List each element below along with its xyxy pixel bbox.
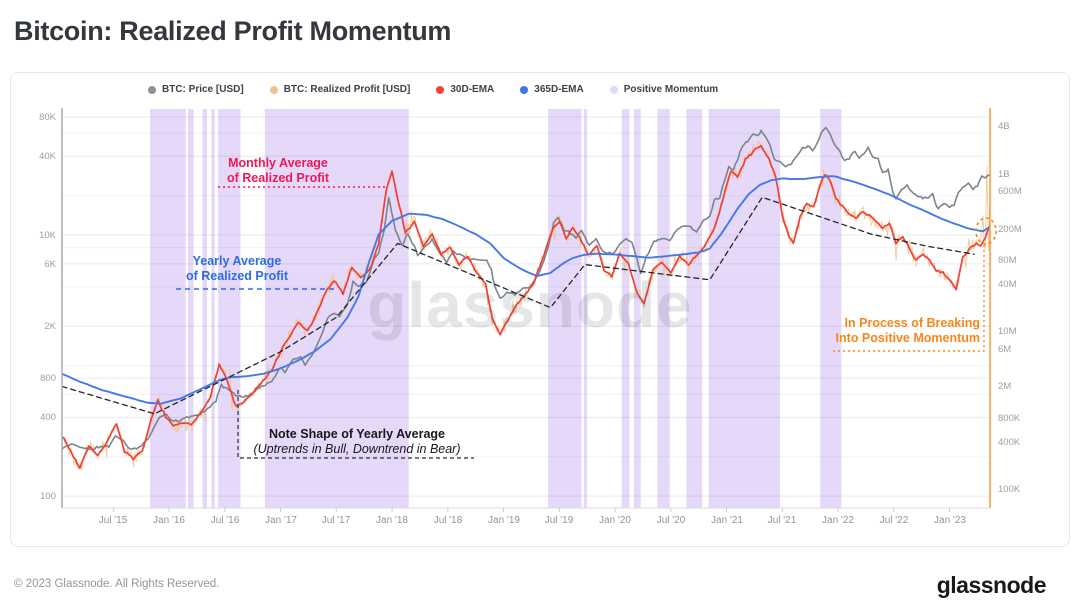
legend-item-365d-ema[interactable]: 365D-EMA	[520, 84, 584, 95]
y-axis-right-tick-label: 600M	[998, 186, 1022, 197]
breaking-callout-box	[833, 245, 985, 352]
positive-momentum-band	[264, 109, 409, 508]
positive-momentum-band	[657, 109, 670, 508]
annotation-text: Monthly Average	[228, 156, 328, 170]
annotation-text: Note Shape of Yearly Average	[268, 427, 445, 441]
positive-momentum-band	[211, 109, 215, 508]
y-axis-right-tick-label: 800K	[998, 413, 1021, 424]
legend-label: Positive Momentum	[623, 84, 719, 95]
series-group	[62, 126, 990, 471]
annotation-yearly-average: Yearly Average of Realized Profit	[137, 254, 337, 284]
legend-swatch-icon	[269, 85, 278, 94]
series-ema365	[62, 175, 990, 405]
positive-momentum-band	[218, 109, 241, 508]
x-axis-tick-label: Jan '17	[265, 515, 297, 526]
x-axis-tick-label: Jan '20	[599, 515, 631, 526]
glassnode-watermark: glassnode	[367, 269, 693, 341]
legend-label: 365D-EMA	[534, 84, 584, 95]
legend-item-positive-momentum[interactable]: Positive Momentum	[609, 84, 719, 95]
positive-momentum-band	[150, 109, 186, 508]
annotation-text: Yearly Average	[192, 254, 282, 268]
positive-momentum-band	[634, 109, 641, 508]
x-axis-tick-label: Jul '15	[98, 515, 128, 526]
y-axis-right-tick-label: 40M	[998, 279, 1017, 290]
positive-momentum-band	[686, 109, 702, 508]
y-axis-right-tick-label: 10M	[998, 326, 1017, 337]
x-axis-tick-label: Jan '23	[934, 515, 966, 526]
x-axis-tick-label: Jan '21	[711, 515, 743, 526]
chart-card	[10, 72, 1070, 547]
positive-momentum-band	[202, 109, 207, 508]
x-axis-tick-label: Jan '19	[488, 515, 520, 526]
legend-item-30d-ema[interactable]: 30D-EMA	[436, 84, 494, 95]
positive-momentum-band	[820, 109, 842, 508]
legend-item-btc-realized-profit-usd[interactable]: BTC: Realized Profit [USD]	[269, 84, 411, 95]
y-axis-right-tick-label: 4B	[998, 121, 1010, 132]
positive-momentum-band	[708, 109, 781, 508]
x-axis-tick-label: Jul '20	[656, 515, 686, 526]
y-axis-left-tick-label: 6K	[44, 259, 56, 270]
y-axis-left-tick-label: 800	[40, 373, 56, 384]
note-shape-callout-box	[237, 390, 474, 459]
x-axis-tick-label: Jan '22	[822, 515, 854, 526]
x-axis-tick-label: Jul '21	[767, 515, 797, 526]
x-axis-tick-label: Jul '22	[879, 515, 909, 526]
positive-momentum-band	[583, 109, 588, 508]
legend-swatch-icon	[436, 85, 445, 94]
series-yearly_shape	[62, 196, 975, 415]
annotation-breaking-momentum: In Process of Breaking Into Positive Mom…	[760, 316, 980, 346]
y-axis-left-tick-label: 80K	[39, 112, 56, 123]
annotation-text: of Realized Profit	[185, 269, 289, 283]
legend-label: BTC: Price [USD]	[162, 84, 244, 95]
annotation-monthly-average: Monthly Average of Realized Profit	[178, 156, 378, 186]
x-axis-tick-label: Jul '17	[321, 515, 351, 526]
series-ema30	[62, 144, 990, 470]
chart-legend: BTC: Price [USD] BTC: Realized Profit [US…	[148, 84, 718, 95]
annotation-note-shape: Note Shape of Yearly Average (Uptrends i…	[237, 427, 477, 457]
y-axis-left-tick-label: 100	[40, 491, 56, 502]
annotation-text: (Uptrends in Bull, Downtrend in Bear)	[253, 442, 461, 456]
y-axis-left-tick-label: 10K	[39, 230, 56, 241]
x-axis-tick-label: Jan '16	[153, 515, 185, 526]
y-axis-right-tick-label: 1B	[998, 169, 1010, 180]
positive-momentum-band	[548, 109, 582, 508]
y-axis-left-tick-label: 2K	[44, 321, 56, 332]
legend-swatch-icon	[148, 85, 156, 94]
x-axis-tick-label: Jul '16	[210, 515, 240, 526]
x-axis-tick-label: Jan '18	[376, 515, 408, 526]
glassnode-logo: glassnode	[936, 572, 1047, 598]
annotation-text: Into Positive Momentum	[835, 331, 980, 345]
legend-swatch-icon	[609, 85, 618, 94]
positive-momentum-band	[621, 109, 630, 508]
legend-item-btc-price-usd[interactable]: BTC: Price [USD]	[148, 84, 244, 95]
breaking-highlight-circle	[975, 217, 997, 245]
x-axis-tick-label: Jul '18	[433, 515, 463, 526]
annotation-text: In Process of Breaking	[844, 316, 980, 330]
y-axis-right-tick-label: 100K	[998, 484, 1021, 495]
legend-label: BTC: Realized Profit [USD]	[283, 84, 411, 95]
footer-copyright: © 2023 Glassnode. All Rights Reserved.	[14, 578, 220, 590]
legend-swatch-icon	[520, 85, 529, 94]
positive-momentum-band	[188, 109, 194, 508]
y-axis-left-tick-label: 40K	[39, 151, 56, 162]
y-axis-right-tick-label: 200M	[998, 224, 1022, 235]
x-axis-tick-label: Jul '19	[544, 515, 574, 526]
y-axis-left-tick-label: 400	[40, 412, 56, 423]
y-axis-right-tick-label: 2M	[998, 381, 1012, 392]
y-axis-right-tick-label: 80M	[998, 255, 1017, 266]
y-axis-right-tick-label: 6M	[998, 344, 1012, 355]
annotation-text: of Realized Profit	[226, 171, 330, 185]
legend-label: 30D-EMA	[450, 84, 495, 95]
page-title: Bitcoin: Realized Profit Momentum	[14, 16, 452, 46]
y-axis-right-tick-label: 400K	[998, 437, 1021, 448]
